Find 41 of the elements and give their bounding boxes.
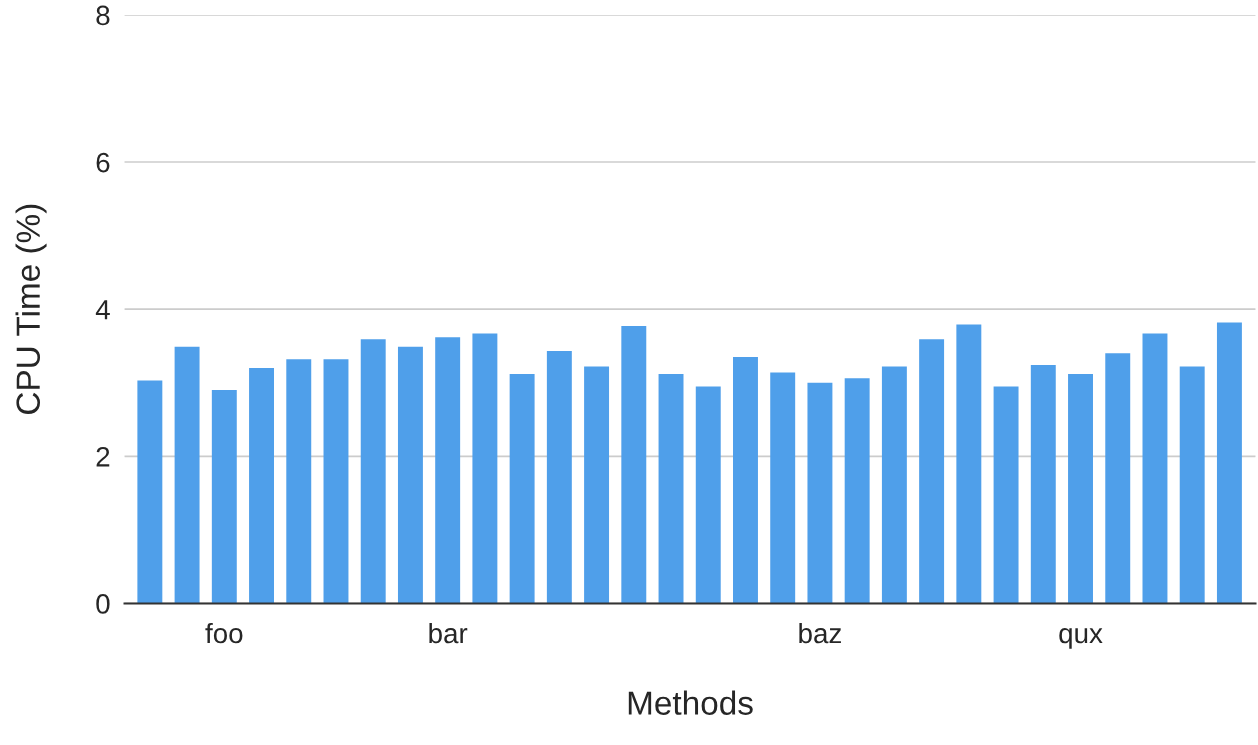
bar [1142, 333, 1168, 604]
bar [397, 346, 423, 604]
bar [807, 382, 833, 604]
x-tick-label: baz [799, 622, 841, 644]
x-tick-label: qux [1059, 628, 1103, 649]
bar [844, 378, 870, 604]
bar [546, 351, 572, 604]
bar [733, 356, 758, 604]
bar [1179, 366, 1205, 604]
y-tick-label: 0 [96, 594, 110, 614]
bar [435, 337, 461, 604]
bar [174, 346, 200, 604]
bar [1068, 373, 1093, 604]
bar [1216, 322, 1242, 604]
y-tick-label: 4 [95, 300, 110, 320]
bar [584, 366, 610, 604]
y-axis-title: CPU Time (%) [15, 204, 47, 414]
bar [1105, 353, 1131, 604]
bar [1030, 365, 1056, 604]
bar [993, 386, 1019, 604]
bar [323, 359, 349, 604]
y-tick-label: 6 [96, 152, 110, 173]
bar [621, 326, 647, 604]
bar [137, 380, 163, 604]
x-axis-title: Methods [628, 690, 753, 715]
bar [211, 390, 237, 604]
bar [472, 333, 498, 604]
bar [919, 339, 945, 604]
bar [360, 339, 386, 604]
bar [770, 372, 796, 604]
x-tick-label: bar [429, 622, 468, 644]
bar [658, 373, 684, 604]
y-tick-label: 2 [96, 446, 110, 467]
bar [881, 366, 907, 604]
bar [695, 386, 721, 604]
bar [286, 359, 312, 604]
bar [956, 324, 982, 604]
y-tick-label: 8 [96, 5, 110, 26]
x-tick-label: foo [205, 622, 243, 644]
bar [249, 368, 275, 604]
bar [509, 373, 535, 604]
